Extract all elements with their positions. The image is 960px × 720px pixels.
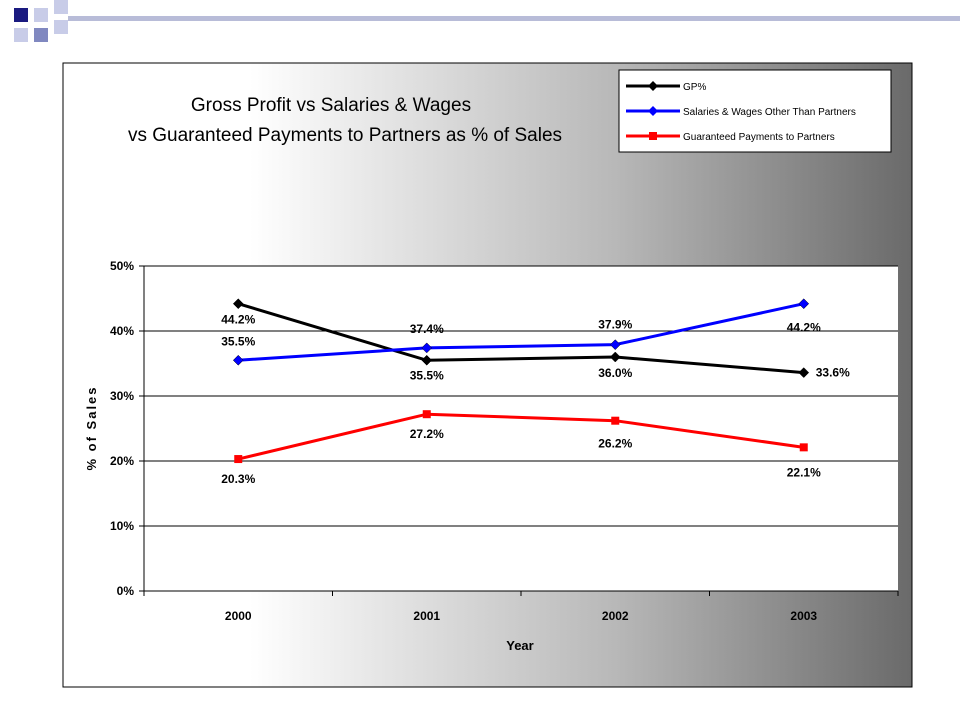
axes [139, 265, 899, 596]
data-label: 37.4% [410, 322, 444, 336]
y-axis-label: % of Sales [84, 385, 99, 470]
y-tick-label: 0% [117, 584, 135, 598]
y-tick-label: 20% [110, 454, 134, 468]
series-2-point [611, 416, 620, 425]
slide-logo-square-5 [34, 28, 48, 42]
y-tick-labels: 0% 10% 20% 30% 40% 50% [110, 259, 134, 598]
data-label: 22.1% [787, 465, 821, 479]
series-2-point [422, 410, 431, 419]
legend: GP% Salaries & Wages Other Than Partners G… [618, 69, 892, 153]
data-label: 44.2% [787, 321, 821, 335]
series-lines [232, 298, 810, 464]
legend-marker-0 [648, 81, 658, 91]
legend-label-1: Salaries & Wages Other Than Partners [683, 107, 856, 118]
legend-marker-1 [648, 106, 658, 116]
y-tick-label: 30% [110, 389, 134, 403]
series-0-point [609, 351, 621, 363]
y-tick-label: 40% [110, 324, 134, 338]
data-label: 26.2% [598, 437, 632, 451]
series-1-point [421, 342, 433, 354]
series-line-1 [238, 302, 805, 362]
slide-logo-square-6 [54, 20, 68, 34]
x-tick-label: 2002 [602, 609, 629, 623]
data-label: 20.3% [221, 472, 255, 486]
series-0-point [798, 367, 810, 378]
data-label: 35.5% [221, 334, 255, 348]
series-0-point [232, 298, 244, 310]
y-tick-label: 10% [110, 519, 134, 533]
series-line-2 [237, 412, 804, 461]
data-label: 44.2% [221, 313, 255, 327]
x-tick-label: 2001 [413, 609, 440, 623]
slide-logo-square-1 [14, 8, 28, 22]
data-labels: 44.2% 35.5% 36.0% 33.6% 35.5% 37.4% 37.9% 44.2%… [221, 313, 850, 486]
slide-header-rule [68, 16, 960, 21]
data-label: 33.6% [816, 366, 850, 380]
slide-logo-square-2 [34, 8, 48, 22]
x-axis-label: Year [506, 638, 533, 653]
legend-label-0: GP% [683, 82, 706, 93]
data-label: 35.5% [410, 368, 444, 382]
series-2-point [799, 443, 808, 452]
data-label: 37.9% [598, 318, 632, 332]
chart-title-line-2: vs Guaranteed Payments to Partners as % … [128, 125, 562, 146]
chart-title-line-1: Gross Profit vs Salaries & Wages [191, 95, 471, 116]
series-1-point [609, 339, 621, 351]
slide-logo-square-4 [14, 28, 28, 42]
series-2-point [234, 455, 243, 464]
legend-marker-2 [649, 132, 657, 140]
series-0-point [421, 354, 433, 366]
x-tick-label: 2000 [225, 609, 252, 623]
gridlines [144, 265, 898, 527]
legend-label-2: Guaranteed Payments to Partners [683, 132, 835, 143]
slide-logo-square-3 [54, 0, 68, 14]
x-tick-labels: 2000 2001 2002 2003 [225, 609, 818, 623]
plot-area [144, 266, 898, 591]
data-label: 27.2% [410, 427, 444, 441]
x-tick-label: 2003 [790, 609, 817, 623]
y-tick-label: 50% [110, 259, 134, 273]
series-line-0 [237, 302, 804, 375]
series-1-point [798, 298, 810, 310]
data-label: 36.0% [598, 366, 632, 380]
series-1-point [232, 354, 244, 366]
